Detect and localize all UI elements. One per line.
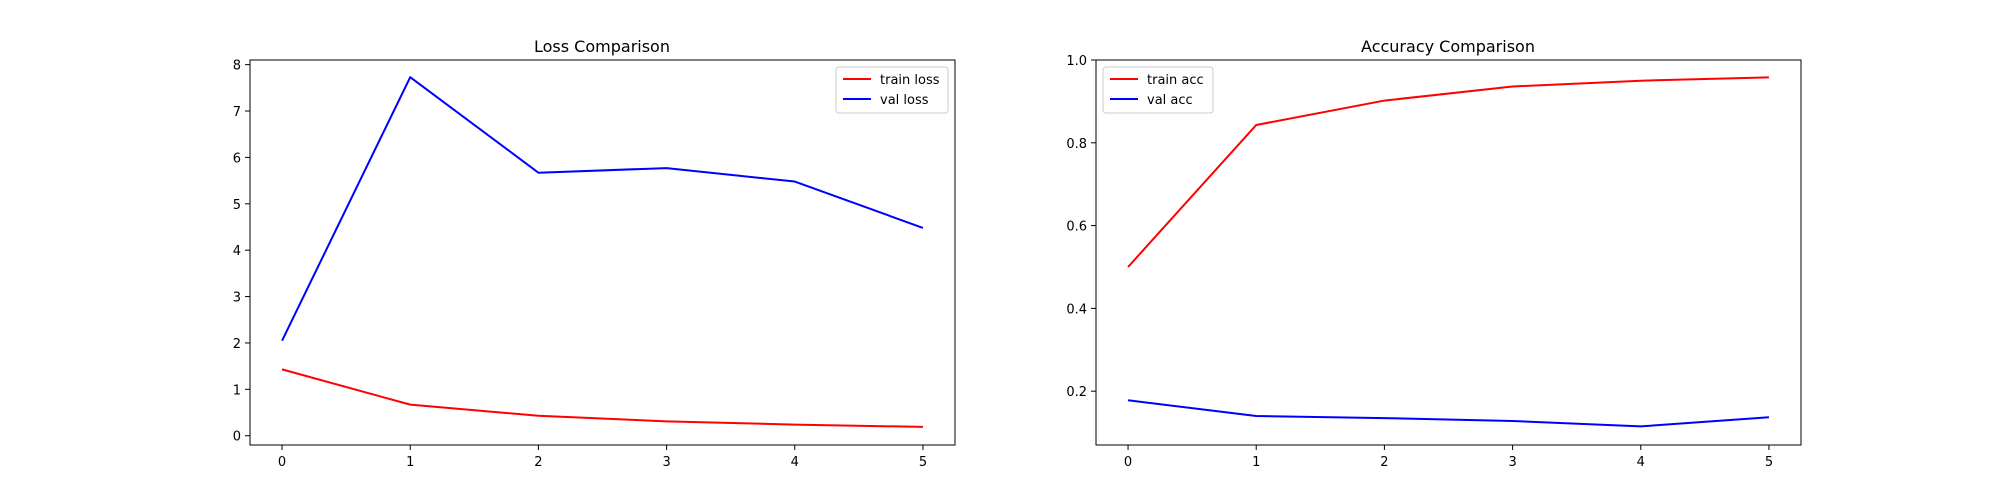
accuracy-x-tick-label: 4 xyxy=(1637,455,1645,470)
loss-y-tick-label: 8 xyxy=(233,59,241,74)
loss-chart: Loss Comparison 0 1 2 3 4 5 0 1 2 3 4 5 6 7 8 train lo… xyxy=(233,37,956,470)
loss-x-tick-label: 1 xyxy=(406,455,414,470)
loss-x-tick-label: 3 xyxy=(662,455,670,470)
loss-x-tick-label: 0 xyxy=(278,455,286,470)
accuracy-y-tick-label: 0.6 xyxy=(1066,220,1087,235)
loss-chart-marks xyxy=(281,76,924,428)
accuracy-y-tick-label: 0.2 xyxy=(1066,385,1087,400)
loss-x-tick-label: 5 xyxy=(919,455,927,470)
loss-y-tick-label: 5 xyxy=(233,198,241,213)
accuracy-x-tick-label: 1 xyxy=(1252,455,1260,470)
loss-y-tick-label: 3 xyxy=(233,291,241,306)
loss-x-tick-label: 4 xyxy=(791,455,799,470)
accuracy-chart-title: Accuracy Comparison xyxy=(1361,37,1535,56)
loss-y-tick-label: 2 xyxy=(233,337,241,352)
loss-x-tick-label: 2 xyxy=(534,455,542,470)
series-line-train-loss xyxy=(281,368,923,428)
accuracy-x-tick-label: 2 xyxy=(1380,455,1388,470)
legend-label-val-loss: val loss xyxy=(880,93,929,108)
loss-chart-title: Loss Comparison xyxy=(534,37,670,56)
accuracy-chart: Accuracy Comparison 0 1 2 3 4 5 0.2 0.4 0.6 0.8 1.… xyxy=(1066,37,1802,470)
accuracy-chart-marks xyxy=(1127,76,1770,428)
accuracy-chart-legend: train acc val acc xyxy=(1102,66,1214,114)
legend-label-train-loss: train loss xyxy=(880,73,940,88)
accuracy-x-tick-label: 5 xyxy=(1765,455,1773,470)
accuracy-y-tick-label: 0.4 xyxy=(1066,302,1087,317)
accuracy-chart-frame xyxy=(1095,59,1802,446)
legend-label-train-acc: train acc xyxy=(1147,73,1204,88)
accuracy-y-tick-label: 0.8 xyxy=(1066,137,1087,152)
loss-chart-legend: train loss val loss xyxy=(835,66,949,114)
accuracy-x-tick-label: 3 xyxy=(1508,455,1516,470)
accuracy-chart-ticks: 0 1 2 3 4 5 0.2 0.4 0.6 0.8 1.0 xyxy=(1066,54,1773,470)
loss-y-tick-label: 1 xyxy=(233,383,241,398)
loss-y-tick-label: 4 xyxy=(233,244,241,259)
series-line-val-loss xyxy=(281,76,924,342)
loss-y-tick-label: 6 xyxy=(233,151,241,166)
series-line-train-acc xyxy=(1127,76,1769,268)
loss-y-tick-label: 7 xyxy=(233,105,241,120)
series-line-val-acc xyxy=(1127,399,1770,428)
loss-y-tick-label: 0 xyxy=(233,430,241,445)
loss-chart-frame xyxy=(249,59,956,446)
legend-label-val-acc: val acc xyxy=(1147,93,1193,108)
loss-chart-ticks: 0 1 2 3 4 5 0 1 2 3 4 5 6 7 8 xyxy=(233,59,927,470)
accuracy-y-tick-label: 1.0 xyxy=(1066,54,1087,69)
accuracy-x-tick-label: 0 xyxy=(1124,455,1132,470)
